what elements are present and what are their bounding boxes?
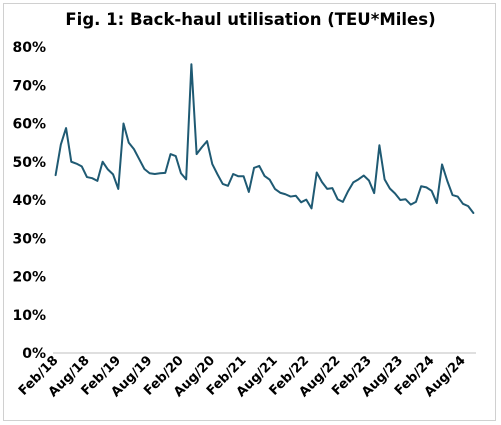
x-axis: Feb/18Aug/18Feb/19Aug/19Feb/20Aug/20Feb/…	[16, 352, 476, 400]
y-tick-label: 40%	[12, 193, 46, 209]
y-tick-label: 0%	[22, 346, 46, 362]
plot-area	[54, 63, 475, 214]
y-tick-label: 70%	[12, 78, 46, 94]
y-tick-label: 10%	[12, 308, 46, 324]
y-tick-label: 50%	[12, 155, 46, 171]
y-tick-label: 80%	[12, 40, 46, 56]
y-tick-label: 20%	[12, 270, 46, 286]
chart-frame	[3, 3, 496, 421]
y-axis: 0% 10% 20% 30% 40% 50% 60% 70% 80%	[12, 40, 46, 362]
y-tick-label: 60%	[12, 117, 46, 133]
chart-title: Fig. 1: Back-haul utilisation (TEU*Miles…	[65, 10, 436, 29]
series-line	[54, 63, 475, 214]
y-tick-label: 30%	[12, 231, 46, 247]
